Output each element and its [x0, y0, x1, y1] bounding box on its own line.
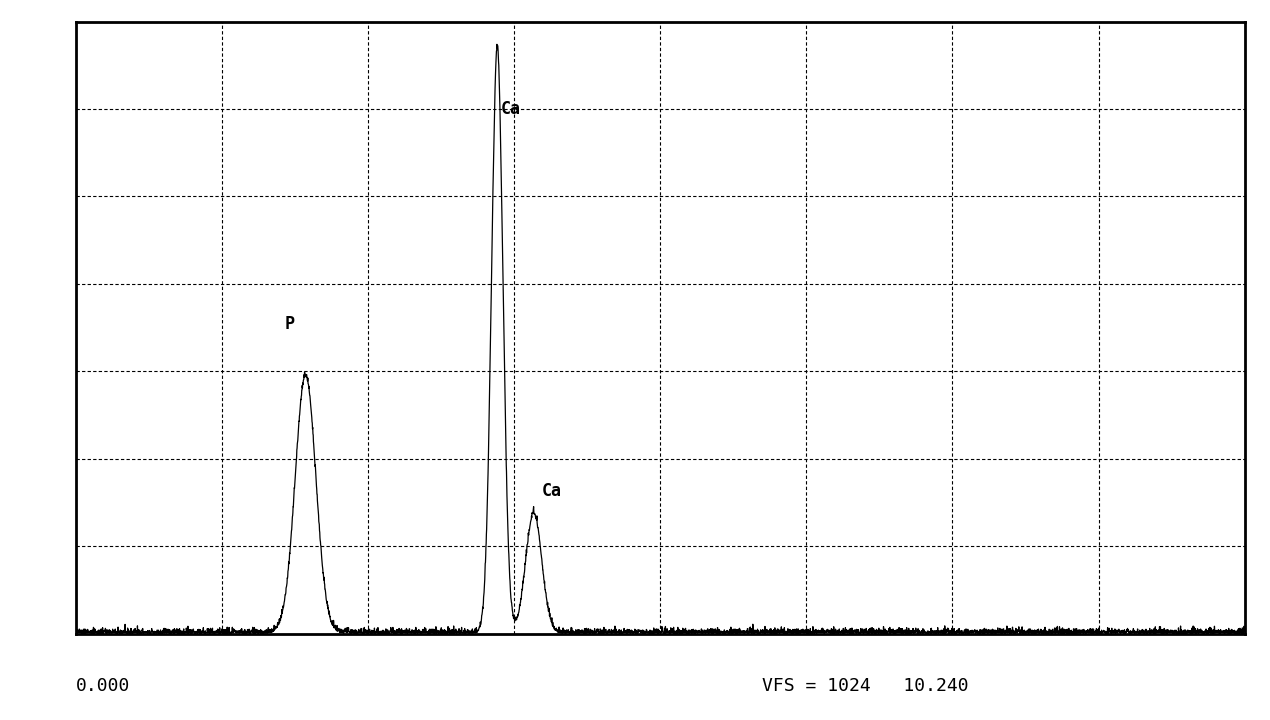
Text: Ca: Ca	[500, 99, 521, 117]
Text: Ca: Ca	[542, 482, 561, 500]
Text: 0.000: 0.000	[76, 678, 131, 696]
Text: P: P	[284, 315, 295, 333]
Text: VFS = 1024   10.240: VFS = 1024 10.240	[762, 678, 969, 696]
